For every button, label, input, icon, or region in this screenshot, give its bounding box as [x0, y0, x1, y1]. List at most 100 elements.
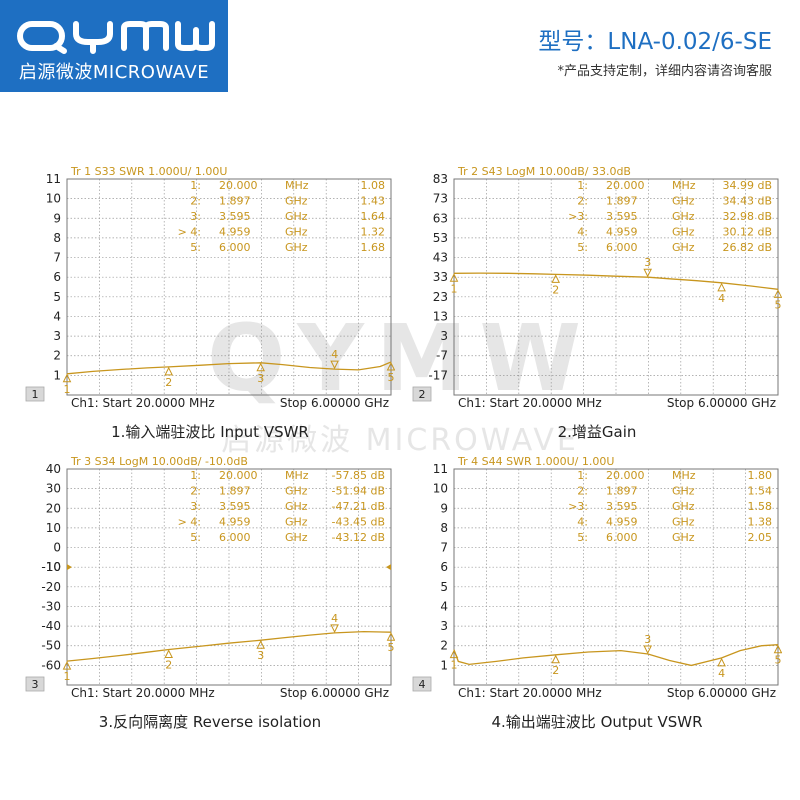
marker-triangle — [643, 268, 653, 278]
trace-header: Tr 3 S34 LogM 10.00dB/ -10.0dB — [70, 455, 248, 468]
marker-frequency: 4.959 — [606, 226, 638, 239]
y-tick-label: -17 — [428, 368, 448, 382]
marker-index: 3: — [190, 210, 201, 223]
start-frequency-label: Ch1: Start 20.0000 MHz — [458, 396, 602, 410]
y-tick-label: 13 — [433, 309, 448, 323]
marker-triangle — [717, 657, 726, 667]
marker-triangle — [643, 645, 653, 655]
marker-label: 1 — [64, 670, 71, 683]
marker-unit: GHz — [285, 210, 308, 223]
marker-triangle — [386, 361, 395, 371]
marker-frequency: 3.595 — [606, 500, 638, 513]
marker-value: 1.43 — [361, 195, 386, 208]
marker-frequency: 3.595 — [606, 210, 638, 223]
stop-frequency-label: Stop 6.00000 GHz — [667, 686, 776, 700]
y-tick-label: -50 — [41, 639, 61, 653]
marker-label: 4 — [331, 348, 338, 361]
marker-value: 26.82 dB — [722, 241, 772, 254]
marker-index: >3: — [568, 500, 588, 513]
panel-number: 4 — [419, 678, 426, 691]
start-frequency-label: Ch1: Start 20.0000 MHz — [71, 686, 215, 700]
marker-frequency: 4.959 — [606, 516, 638, 529]
marker-label: 4 — [718, 667, 725, 680]
marker-unit: GHz — [672, 210, 695, 223]
marker-value: 1.64 — [361, 210, 386, 223]
marker-value: 1.68 — [361, 241, 386, 254]
y-tick-label: 10 — [46, 192, 61, 206]
y-tick-label: 53 — [433, 231, 448, 245]
marker-unit: MHz — [672, 469, 696, 482]
marker-triangle — [62, 661, 72, 670]
marker-unit: GHz — [285, 226, 308, 239]
marker-triangle — [330, 624, 339, 633]
marker-value: -47.21 dB — [332, 500, 386, 513]
y-tick-label: 7 — [440, 541, 448, 555]
y-tick-label: 63 — [433, 211, 448, 225]
marker-frequency: 4.959 — [219, 226, 251, 239]
y-tick-label: 6 — [440, 560, 448, 574]
marker-label: 5 — [388, 641, 395, 654]
y-tick-label: 83 — [433, 172, 448, 186]
stop-frequency-label: Stop 6.00000 GHz — [280, 396, 389, 410]
trace-line — [66, 630, 392, 662]
marker-unit: GHz — [285, 531, 308, 544]
trace-header: Tr 2 S43 LogM 10.00dB/ 33.0dB — [457, 165, 631, 178]
marker-unit: GHz — [672, 516, 695, 529]
marker-label: 1 — [451, 659, 458, 672]
y-tick-label: 9 — [53, 211, 61, 225]
y-tick-label: 11 — [46, 172, 61, 186]
marker-label: 4 — [718, 292, 725, 305]
y-tick-label: -30 — [41, 599, 61, 613]
marker-value: 1.54 — [748, 485, 773, 498]
marker-label: 3 — [644, 633, 651, 646]
marker-unit: GHz — [672, 195, 695, 208]
marker-unit: MHz — [672, 179, 696, 192]
trace-header: Tr 1 S33 SWR 1.000U/ 1.00U — [70, 165, 227, 178]
y-tick-label: 7 — [53, 251, 61, 265]
marker-frequency: 4.959 — [219, 516, 251, 529]
marker-index: 2: — [190, 195, 201, 208]
y-tick-label: 5 — [440, 580, 448, 594]
reference-level-marker — [386, 564, 391, 571]
y-tick-label: 2 — [440, 639, 448, 653]
marker-triangle — [256, 362, 266, 372]
marker-value: -51.94 dB — [332, 485, 386, 498]
marker-value: 1.32 — [361, 226, 386, 239]
marker-triangle — [256, 640, 266, 649]
marker-index: 3: — [190, 500, 201, 513]
y-tick-label: 40 — [46, 462, 61, 476]
marker-value: 1.58 — [748, 500, 773, 513]
marker-index: 5: — [577, 531, 588, 544]
y-tick-label: 30 — [46, 482, 61, 496]
marker-index: 2: — [190, 485, 201, 498]
panel-number-box — [25, 676, 45, 692]
chart-svg: Tr 1 S33 SWR 1.000U/ 1.00U11109876543211… — [25, 165, 395, 410]
marker-label: 3 — [644, 256, 651, 269]
marker-triangle — [551, 654, 561, 664]
marker-value: -43.12 dB — [332, 531, 386, 544]
marker-frequency: 20.000 — [219, 469, 258, 482]
marker-value: 34.43 dB — [722, 195, 772, 208]
marker-index: 4: — [577, 516, 588, 529]
chart-caption: 4.输出端驻波比 Output VSWR — [491, 713, 703, 731]
marker-index: 5: — [190, 241, 201, 254]
marker-unit: GHz — [672, 241, 695, 254]
panel-number: 1 — [32, 388, 39, 401]
marker-frequency: 3.595 — [219, 210, 251, 223]
marker-label: 5 — [775, 654, 782, 667]
marker-label: 4 — [331, 612, 338, 625]
marker-label: 2 — [552, 664, 559, 677]
marker-label: 2 — [165, 659, 172, 672]
y-tick-label: 9 — [440, 501, 448, 515]
customization-note: *产品支持定制，详细内容请咨询客服 — [557, 64, 772, 79]
marker-unit: GHz — [285, 485, 308, 498]
plot-frame — [453, 178, 779, 396]
chart-caption: 3.反向隔离度 Reverse isolation — [98, 713, 322, 731]
marker-value: 32.98 dB — [722, 210, 772, 223]
marker-triangle — [449, 649, 459, 659]
y-tick-label: -7 — [436, 349, 448, 363]
y-tick-label: 23 — [433, 290, 448, 304]
trace-header: Tr 4 S44 SWR 1.000U/ 1.00U — [457, 455, 614, 468]
marker-unit: GHz — [672, 485, 695, 498]
start-frequency-label: Ch1: Start 20.0000 MHz — [458, 686, 602, 700]
